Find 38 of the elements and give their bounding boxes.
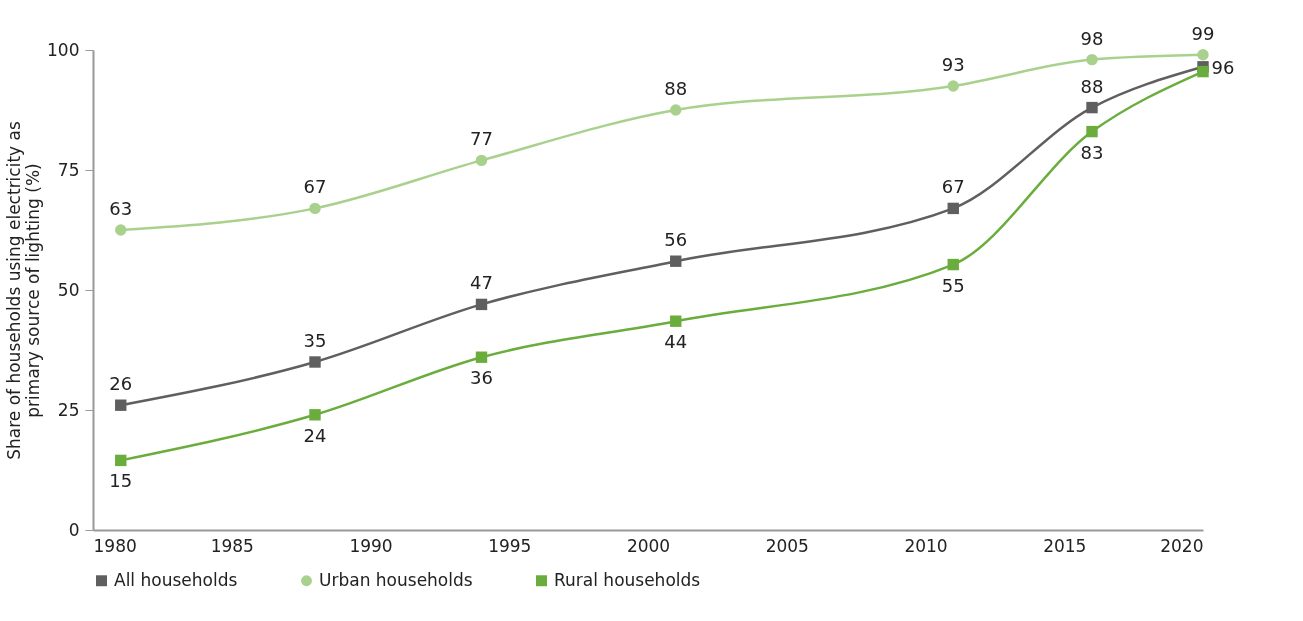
data-label: 83 bbox=[1080, 141, 1104, 163]
y-tick-label: 25 bbox=[57, 399, 80, 420]
x-tick-label: 1980 bbox=[93, 535, 137, 556]
data-label: 56 bbox=[664, 229, 688, 251]
data-label: 77 bbox=[470, 128, 493, 150]
legend-label: Rural households bbox=[554, 569, 701, 590]
data-label: 67 bbox=[303, 176, 327, 198]
data-label: 24 bbox=[303, 424, 327, 446]
x-tick-label: 2020 bbox=[1160, 535, 1204, 556]
x-tick-label: 1985 bbox=[210, 535, 254, 556]
data-label: 93 bbox=[941, 54, 965, 75]
y-tick-label: 100 bbox=[47, 39, 80, 60]
x-tick-label: 2010 bbox=[904, 535, 948, 556]
data-label: 88 bbox=[1080, 75, 1104, 97]
data-label: 26 bbox=[109, 373, 133, 395]
y-axis-title: Share of households using electricity as primary source of lighting (%) bbox=[4, 121, 44, 460]
data-label: 63 bbox=[109, 198, 133, 219]
data-label: 55 bbox=[941, 274, 965, 296]
data-label: 15 bbox=[109, 470, 133, 492]
data-label: 99 bbox=[1191, 22, 1215, 44]
legend-label: Urban households bbox=[319, 569, 473, 590]
data-label: 36 bbox=[470, 367, 493, 389]
y-tick-label: 50 bbox=[57, 279, 80, 300]
x-tick-label: 2005 bbox=[765, 535, 809, 556]
data-label: 88 bbox=[664, 78, 688, 99]
data-label: 47 bbox=[470, 272, 493, 294]
x-tick-label: 2015 bbox=[1043, 535, 1087, 556]
data-label: 44 bbox=[664, 331, 688, 353]
data-label: 67 bbox=[941, 176, 965, 198]
y-tick-label: 75 bbox=[57, 159, 80, 180]
data-label: 35 bbox=[303, 330, 327, 351]
x-tick-label: 1995 bbox=[488, 535, 532, 556]
y-tick-label: 0 bbox=[68, 519, 80, 540]
x-tick-label: 1990 bbox=[349, 535, 393, 556]
data-label: 98 bbox=[1080, 27, 1104, 49]
data-label: 96 bbox=[1211, 56, 1235, 78]
legend-label: All households bbox=[114, 569, 238, 590]
x-tick-label: 2000 bbox=[626, 535, 671, 556]
